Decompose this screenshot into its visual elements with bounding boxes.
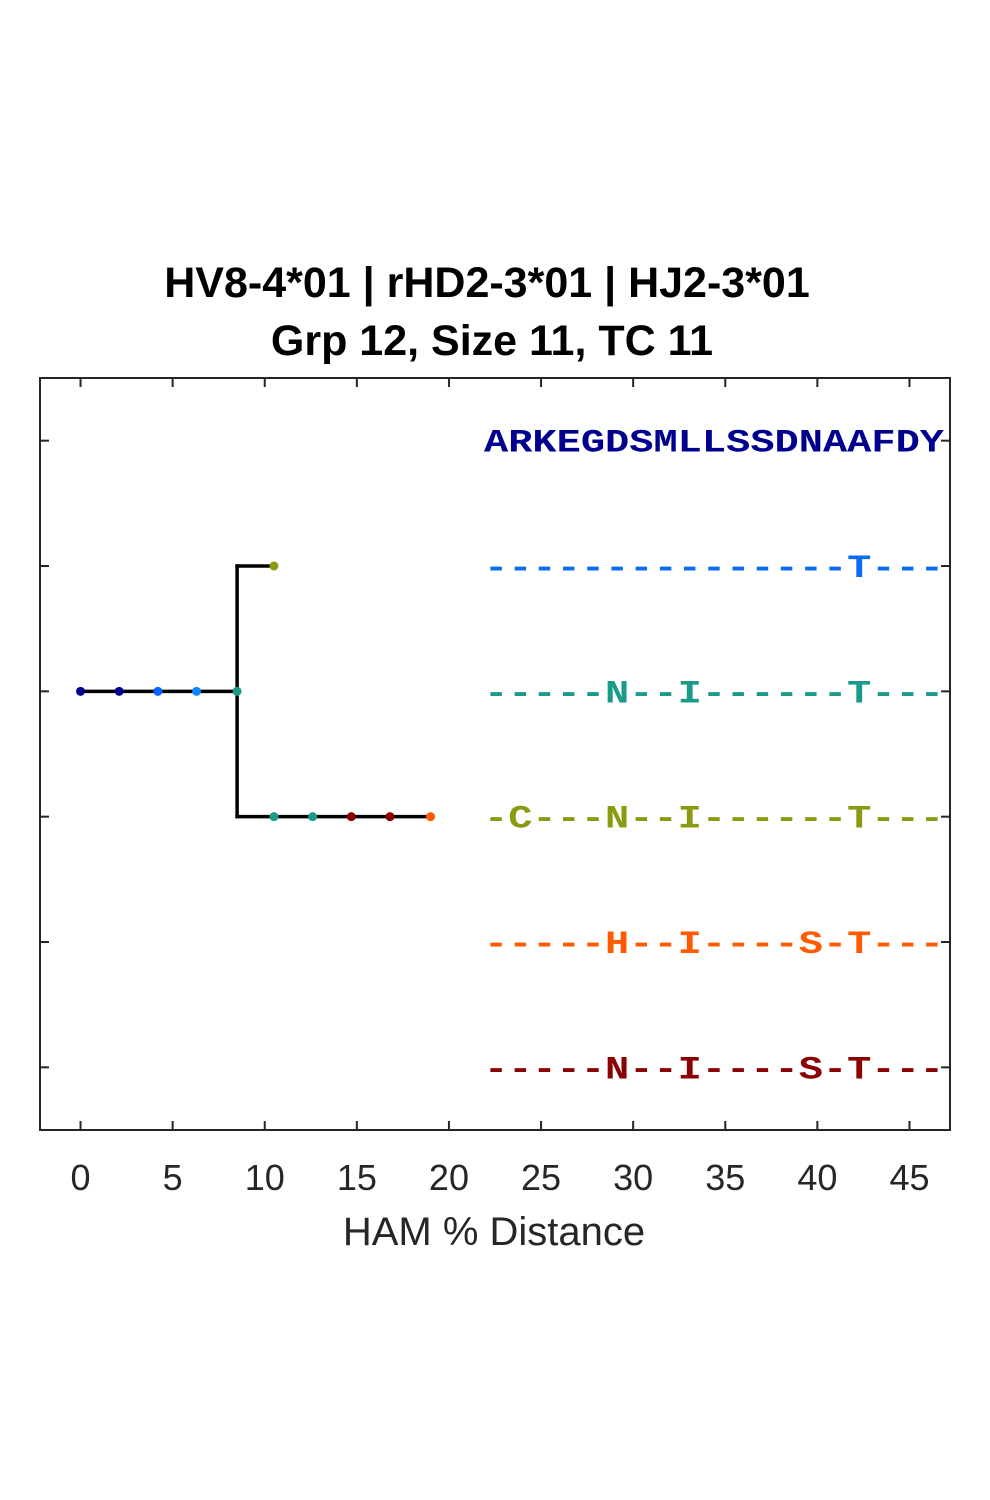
tree-branches bbox=[78, 564, 433, 819]
sequence-label: ARKEGDSMLLSSDNAAFDY bbox=[484, 425, 945, 462]
sequence-label: -----N--I------T--- bbox=[484, 675, 944, 712]
x-tick-label: 5 bbox=[163, 1157, 183, 1198]
sequence-label: -C---N--I------T--- bbox=[484, 801, 944, 838]
tree-node bbox=[426, 812, 436, 822]
chart-title-line-2: Grp 12, Size 11, TC 11 bbox=[271, 317, 713, 365]
tree-node bbox=[308, 812, 318, 822]
x-axis-tick-labels: 0 5 10 15 20 25 30 35 40 45 bbox=[71, 1157, 930, 1198]
tree-node bbox=[192, 686, 202, 696]
x-tick-label: 20 bbox=[429, 1157, 469, 1198]
tree-node bbox=[76, 686, 86, 696]
tree-node bbox=[346, 812, 356, 822]
x-tick-label: 35 bbox=[705, 1157, 745, 1198]
x-axis-bottom-ticks bbox=[79, 1121, 911, 1130]
tree-nodes bbox=[76, 561, 436, 822]
sequence-labels: ARKEGDSMLLSSDNAAFDY ---------------T--- --… bbox=[484, 425, 945, 1089]
tree-node bbox=[269, 812, 279, 822]
x-tick-label: 0 bbox=[71, 1157, 91, 1198]
x-tick-label: 45 bbox=[889, 1157, 929, 1198]
y-axis-ticks bbox=[40, 439, 950, 1069]
tree-node bbox=[153, 686, 163, 696]
chart-title-line-1: HV8-4*01 | rHD2-3*01 | HJ2-3*01 bbox=[164, 259, 810, 307]
x-axis-top-ticks bbox=[79, 378, 911, 387]
tree-node bbox=[269, 561, 279, 571]
x-tick-label: 40 bbox=[797, 1157, 837, 1198]
x-tick-label: 10 bbox=[245, 1157, 285, 1198]
plot-area-frame bbox=[39, 377, 951, 1131]
tree-node bbox=[232, 686, 242, 696]
x-tick-label: 25 bbox=[521, 1157, 561, 1198]
sequence-label: ---------------T--- bbox=[484, 550, 944, 587]
x-tick-label: 15 bbox=[337, 1157, 377, 1198]
sequence-label: -----H--I----S-T--- bbox=[484, 926, 944, 963]
x-tick-label: 30 bbox=[613, 1157, 653, 1198]
tree-node bbox=[385, 812, 395, 822]
x-axis-label: HAM % Distance bbox=[343, 1210, 645, 1254]
tree-node bbox=[114, 686, 124, 696]
sequence-label: -----N--I----S-T--- bbox=[484, 1051, 944, 1088]
